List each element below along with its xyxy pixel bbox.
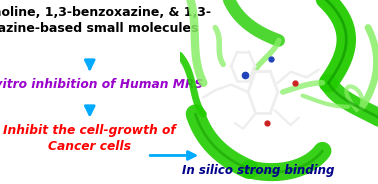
Text: Inhibit the cell-growth of
Cancer cells: Inhibit the cell-growth of Cancer cells <box>3 124 176 153</box>
Text: In silico strong binding: In silico strong binding <box>181 164 334 177</box>
Text: In vitro inhibition of Human MRS: In vitro inhibition of Human MRS <box>0 78 203 91</box>
Text: Quinoline, 1,3-benzoxazine, & 1,3-
oxazine-based small molecules: Quinoline, 1,3-benzoxazine, & 1,3- oxazi… <box>0 6 211 35</box>
